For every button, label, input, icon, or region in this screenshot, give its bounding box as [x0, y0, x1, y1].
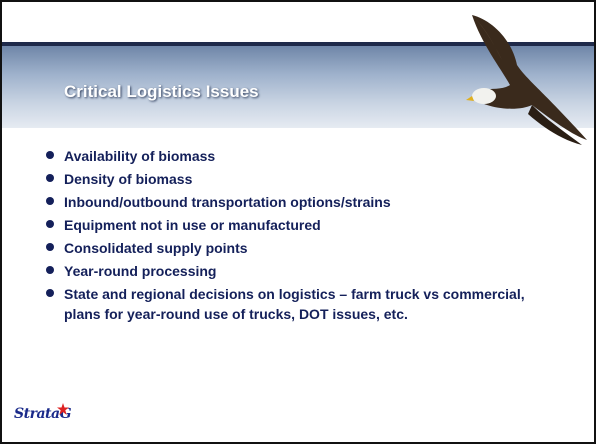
slide-title: Critical Logistics Issues [64, 82, 259, 102]
bullet-item: Equipment not in use or manufactured [46, 215, 526, 235]
bullet-item: Inbound/outbound transportation options/… [46, 192, 526, 212]
eagle-image [432, 10, 592, 150]
bullet-item: State and regional decisions on logistic… [46, 284, 526, 324]
logo-star [57, 403, 69, 415]
bullet-list: Availability of biomass Density of biomas… [46, 146, 526, 327]
slide: Critical Logistics Issues Availability o… [0, 0, 596, 444]
bullet-item: Consolidated supply points [46, 238, 526, 258]
bullet-item: Year-round processing [46, 261, 526, 281]
bullet-item: Availability of biomass [46, 146, 526, 166]
bullet-item: Density of biomass [46, 169, 526, 189]
